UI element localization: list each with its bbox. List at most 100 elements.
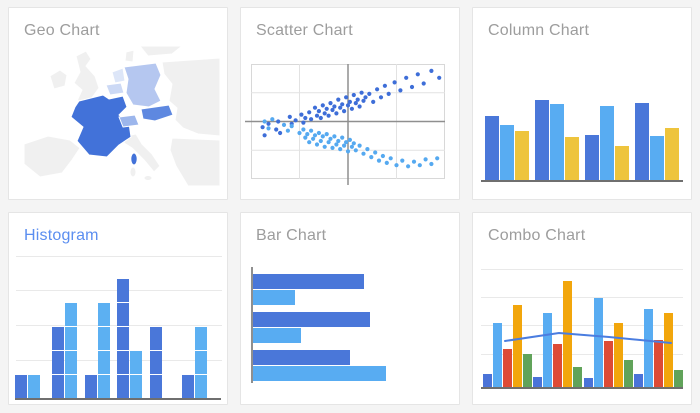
histogram-block	[98, 303, 110, 326]
scatter-point	[371, 99, 376, 104]
scatter-point	[281, 122, 287, 127]
scatter-point	[328, 101, 333, 106]
scatter-point	[437, 75, 442, 80]
histogram-block	[98, 351, 110, 374]
scatter-point	[342, 143, 347, 148]
scatter-point	[312, 105, 318, 110]
scatter-point	[332, 104, 337, 109]
scatter-point	[345, 103, 351, 108]
scatter-point	[411, 159, 417, 164]
histogram-block	[195, 351, 207, 374]
histogram-bar	[117, 278, 129, 398]
scatter-point	[421, 81, 426, 86]
column-bar	[665, 128, 679, 180]
column-bar	[535, 100, 549, 180]
bar-chart-bar	[253, 366, 386, 381]
column-bar	[615, 146, 629, 180]
scatter-point	[307, 140, 312, 145]
bar-chart-bar	[253, 290, 295, 305]
histogram-bars	[15, 213, 207, 398]
card-title-histogram[interactable]: Histogram	[24, 227, 99, 244]
scatter-point	[278, 130, 283, 136]
scatter-point	[338, 105, 343, 110]
scatter-point	[324, 106, 329, 111]
scatter-point	[332, 134, 337, 139]
scatter-point	[382, 83, 387, 88]
combo-bar	[623, 360, 633, 387]
scatter-point	[349, 106, 354, 111]
combo-group	[583, 298, 633, 387]
scatter-point	[398, 88, 403, 93]
scatter-point	[363, 95, 368, 100]
card-bar-chart[interactable]: Bar Chart	[240, 212, 460, 405]
histogram-bar	[150, 326, 162, 398]
country-britain	[73, 50, 100, 102]
card-title-column-chart[interactable]: Column Chart	[488, 22, 590, 39]
scatter-point	[400, 158, 405, 163]
combo-bar	[593, 298, 603, 387]
column-bar	[500, 125, 514, 180]
combo-bar	[553, 344, 563, 387]
histogram-bar	[85, 374, 97, 398]
histogram-baseline	[15, 398, 221, 400]
scatter-point	[336, 97, 341, 102]
scatter-point	[262, 133, 267, 138]
scatter-point	[307, 110, 312, 115]
scatter-point	[285, 128, 290, 133]
scatter-point	[423, 157, 428, 162]
scatter-point	[355, 97, 360, 102]
histogram-block	[195, 327, 207, 350]
bar-chart-bar	[253, 312, 370, 327]
scatter-point	[301, 127, 306, 132]
card-title-scatter-chart[interactable]: Scatter Chart	[256, 22, 353, 39]
country-iberia	[23, 135, 81, 178]
scatter-point	[326, 140, 331, 145]
scatter-point	[293, 118, 298, 123]
scatter-point	[334, 111, 339, 116]
combo-bar	[523, 354, 532, 387]
scatter-point	[353, 101, 358, 106]
card-combo-chart[interactable]: Combo Chart	[472, 212, 692, 405]
scatter-point	[429, 161, 434, 167]
combo-bar	[563, 281, 573, 387]
histogram-block	[182, 375, 194, 398]
card-histogram[interactable]: Histogram	[8, 212, 228, 405]
combo-bar	[493, 323, 502, 387]
country-belgium	[105, 82, 125, 96]
histogram-bar	[182, 374, 194, 398]
island-sicily	[143, 175, 153, 181]
card-column-chart[interactable]: Column Chart	[472, 7, 692, 200]
combo-group	[483, 305, 532, 387]
combo-bar	[573, 367, 583, 387]
card-geo-chart[interactable]: Geo Chart	[8, 7, 228, 200]
histogram-bar	[15, 374, 27, 398]
scatter-point	[316, 109, 321, 114]
scatter-point	[262, 119, 267, 124]
scatter-point	[367, 91, 372, 96]
scatter-point	[380, 153, 385, 159]
card-title-geo-chart[interactable]: Geo Chart	[24, 22, 100, 39]
column-bar	[565, 137, 579, 180]
scatter-point	[334, 142, 339, 147]
country-france	[70, 94, 132, 158]
scatter-point	[375, 87, 380, 92]
column-bar	[585, 135, 599, 180]
scatter-point	[359, 90, 364, 95]
scatter-points	[260, 68, 442, 169]
scatter-point	[417, 163, 422, 168]
scatter-point	[266, 126, 271, 131]
card-title-combo-chart[interactable]: Combo Chart	[488, 227, 586, 244]
scatter-point	[394, 163, 399, 168]
scatter-point	[415, 72, 420, 77]
histogram-block	[65, 327, 77, 350]
combo-bar	[673, 370, 683, 387]
scatter-point	[369, 155, 374, 160]
scatter-point	[328, 136, 333, 141]
column-bar	[550, 104, 564, 180]
country-austria	[140, 104, 174, 122]
scatter-point	[309, 117, 314, 122]
card-scatter-chart[interactable]: Scatter Chart	[240, 7, 460, 200]
histogram-block	[15, 375, 27, 398]
scatter-point	[276, 119, 281, 124]
card-title-bar-chart[interactable]: Bar Chart	[256, 227, 327, 244]
